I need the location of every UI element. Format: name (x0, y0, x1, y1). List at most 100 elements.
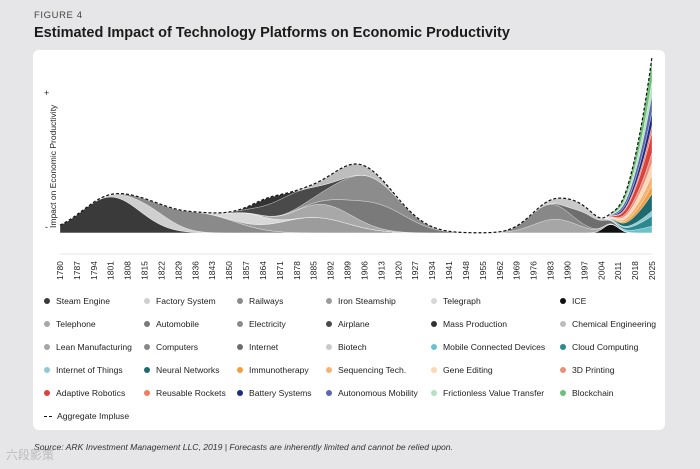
legend-label: Chemical Engineering (572, 319, 657, 329)
legend-label: Internet (249, 342, 279, 352)
legend-swatch (431, 344, 437, 350)
legend-item: Internet of Things (44, 365, 123, 375)
x-tick-label: 2011 (613, 261, 623, 280)
legend-item: Automobile (144, 319, 199, 329)
legend-swatch (144, 321, 150, 327)
x-tick-label: 2018 (630, 261, 640, 280)
legend-swatch (237, 390, 243, 396)
legend-item: Telegraph (431, 296, 481, 306)
legend-swatch (44, 344, 50, 350)
legend-item: Adaptive Robotics (44, 388, 125, 398)
legend-item: Battery Systems (237, 388, 312, 398)
legend-swatch (237, 298, 243, 304)
legend-label: Sequencing Tech. (338, 365, 407, 375)
legend-label: Automobile (156, 319, 199, 329)
legend-item: Cloud Computing (560, 342, 638, 352)
legend-item: Airplane (326, 319, 370, 329)
legend-swatch (326, 344, 332, 350)
x-tick-label: 1794 (89, 261, 99, 280)
x-tick-label: 1955 (478, 261, 488, 280)
legend-label: Blockchain (572, 388, 614, 398)
legend-item: Chemical Engineering (560, 319, 656, 329)
legend-label: Biotech (338, 342, 367, 352)
x-tick-label: 1913 (376, 261, 386, 280)
y-axis-plus: + (44, 88, 50, 98)
x-tick-label: 1850 (224, 261, 234, 280)
legend-item-aggregate: Aggregate Impluse (44, 411, 129, 421)
legend-label: Aggregate Impluse (57, 411, 130, 421)
legend-item: Gene Editing (431, 365, 493, 375)
legend-label: Lean Manufacturing (56, 342, 132, 352)
legend-swatch (144, 344, 150, 350)
legend-label: Railways (249, 296, 284, 306)
legend-label: Airplane (338, 319, 370, 329)
legend-item: Blockchain (560, 388, 614, 398)
x-tick-label: 1899 (343, 261, 353, 280)
legend-label: Electricity (249, 319, 286, 329)
figure-label: FIGURE 4 (34, 10, 83, 21)
legend-item: Reusable Rockets (144, 388, 226, 398)
x-tick-label: 1787 (72, 261, 82, 280)
legend-swatch (44, 298, 50, 304)
legend-item: Railways (237, 296, 283, 306)
legend-swatch (431, 367, 437, 373)
x-tick-label: 1857 (241, 261, 251, 280)
legend-swatch (560, 344, 566, 350)
x-tick-label: 1871 (275, 261, 285, 280)
x-tick-label: 2004 (596, 261, 606, 280)
x-tick-label: 1948 (461, 261, 471, 280)
x-tick-label: 2025 (647, 261, 657, 280)
legend-dash (44, 415, 52, 417)
legend-label: Factory System (156, 296, 216, 306)
legend-item: Mass Production (431, 319, 507, 329)
legend-swatch (431, 298, 437, 304)
legend-swatch (144, 390, 150, 396)
x-tick-label: 1906 (359, 261, 369, 280)
legend-label: Frictionless Value Transfer (443, 388, 545, 398)
legend-label: Battery Systems (249, 388, 312, 398)
x-tick-label: 1927 (410, 261, 420, 280)
legend-label: Computers (156, 342, 199, 352)
legend-swatch (44, 390, 50, 396)
legend-label: Mass Production (443, 319, 508, 329)
x-tick-label: 1892 (326, 261, 336, 280)
y-axis-minus: - (45, 222, 48, 232)
legend-item: Frictionless Value Transfer (431, 388, 544, 398)
legend-item: Autonomous Mobility (326, 388, 418, 398)
legend-item: 3D Printing (560, 365, 615, 375)
legend-swatch (237, 321, 243, 327)
x-tick-label: 1941 (444, 261, 454, 280)
x-tick-label: 1962 (495, 261, 505, 280)
legend-label: Gene Editing (443, 365, 493, 375)
x-tick-label: 1976 (529, 261, 539, 280)
x-tick-label: 1969 (512, 261, 522, 280)
y-axis-label: Impact on Economic Productivity (48, 104, 58, 228)
legend-item: Neural Networks (144, 365, 220, 375)
legend-label: 3D Printing (572, 365, 615, 375)
x-tick-label: 1983 (546, 261, 556, 280)
chart-card (33, 50, 665, 430)
legend-label: Telegraph (443, 296, 481, 306)
legend-swatch (431, 321, 437, 327)
legend-swatch (560, 390, 566, 396)
legend-swatch (237, 344, 243, 350)
x-tick-label: 1843 (207, 261, 217, 280)
legend-label: Mobile Connected Devices (443, 342, 546, 352)
x-tick-label: 1885 (309, 261, 319, 280)
x-tick-label: 1780 (55, 261, 65, 280)
legend-item: Mobile Connected Devices (431, 342, 545, 352)
legend-label: Adaptive Robotics (56, 388, 126, 398)
legend-label: Immunotherapy (249, 365, 309, 375)
aggregate-line (59, 56, 653, 234)
legend-item: Iron Steamship (326, 296, 396, 306)
legend-item: Internet (237, 342, 278, 352)
legend-item: ICE (560, 296, 586, 306)
x-tick-label: 1864 (258, 261, 268, 280)
x-tick-label: 1829 (173, 261, 183, 280)
legend-swatch (431, 390, 437, 396)
x-tick-label: 1997 (579, 261, 589, 280)
watermark: 六段影策 (6, 448, 55, 462)
legend-swatch (326, 390, 332, 396)
legend-item: Sequencing Tech. (326, 365, 406, 375)
